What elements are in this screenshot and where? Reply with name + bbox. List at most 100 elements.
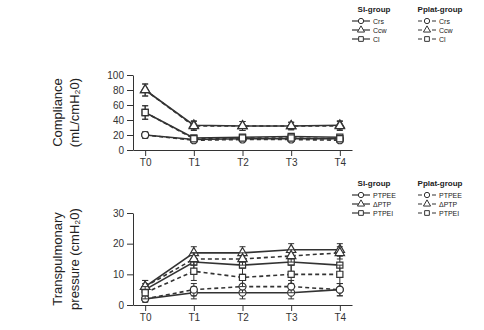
series-marker	[239, 135, 246, 142]
error-bar	[337, 265, 343, 283]
error-bar-cap	[142, 286, 148, 287]
y-tick-mark	[127, 150, 133, 151]
plot-area	[140, 84, 344, 144]
y-tick-label: 100	[107, 70, 124, 81]
error-bar-cap	[142, 119, 148, 120]
error-bar-cap	[337, 130, 343, 131]
series-marker	[140, 85, 149, 93]
error-bar-cap	[142, 105, 148, 106]
error-bar-cap	[240, 265, 246, 266]
legend-item: PTPEE	[352, 192, 396, 199]
legend-item: Cl	[418, 36, 446, 43]
series-marker	[239, 134, 245, 140]
error-bar	[240, 136, 246, 141]
x-tick-mark	[243, 150, 244, 156]
x-tick-mark	[194, 305, 195, 311]
legend-label: Cl	[373, 36, 380, 43]
series-marker	[336, 135, 343, 142]
legend-label: Ccw	[439, 27, 454, 34]
x-tick-mark	[291, 305, 292, 311]
error-bar-cap	[288, 262, 294, 263]
series-marker	[142, 109, 148, 115]
error-bar	[191, 284, 197, 296]
y-tick-label: 20	[113, 130, 125, 141]
y-tick-label: 10	[113, 269, 125, 280]
panel: 020406080100T0T1T2T3T4Compliance(mL/cmH₂…	[50, 5, 463, 168]
x-tick-label: T3	[286, 312, 298, 323]
series-marker	[189, 121, 198, 129]
x-tick-label: T3	[286, 157, 298, 168]
x-tick: T3	[286, 305, 298, 323]
error-bar-cap	[142, 105, 148, 106]
error-bar	[142, 132, 148, 138]
legend-marker	[358, 192, 363, 197]
y-tick-label: 80	[113, 85, 125, 96]
series-marker	[288, 283, 295, 290]
legend-group-title: SI-group	[358, 179, 391, 188]
error-bar-cap	[337, 283, 343, 284]
error-bar	[288, 265, 294, 283]
x-tick: T2	[237, 305, 249, 323]
error-bar-cap	[191, 283, 197, 284]
error-bar-cap	[288, 292, 294, 293]
x-tick-mark	[145, 305, 146, 311]
legend-item: Crs	[352, 18, 384, 25]
legend-label: PTPEE	[439, 192, 462, 199]
error-bar-cap	[240, 268, 246, 269]
series-marker	[238, 121, 247, 129]
x-tick-mark	[291, 150, 292, 156]
series-marker	[142, 132, 149, 139]
x-tick: T4	[334, 305, 346, 323]
legend-label: ΔPTP	[439, 201, 458, 208]
y-tick-mark	[127, 120, 133, 121]
error-bar	[191, 262, 197, 280]
error-bar-cap	[288, 129, 294, 130]
x-tick-mark	[340, 305, 341, 311]
series-marker	[189, 254, 198, 262]
series-marker	[190, 286, 197, 293]
legend-marker	[425, 211, 430, 216]
error-bar-cap	[240, 292, 246, 293]
series-marker	[190, 136, 197, 143]
error-bar-cap	[191, 130, 197, 131]
y-tick-mark	[127, 274, 133, 275]
x-axis: T0T1T2T3T4	[134, 150, 353, 168]
y-tick: 0	[118, 300, 133, 311]
series-marker	[239, 274, 245, 280]
error-bar-cap	[142, 96, 148, 97]
series-marker	[335, 120, 344, 128]
y-tick: 80	[113, 85, 133, 96]
error-bar-cap	[191, 295, 197, 296]
y-tick-mark	[127, 305, 133, 306]
x-tick: T4	[334, 150, 346, 168]
series-marker	[142, 290, 148, 296]
y-tick-label: 0	[118, 300, 124, 311]
error-bar-cap	[337, 295, 343, 296]
y-tick-mark	[127, 135, 133, 136]
series-marker	[239, 135, 245, 141]
x-axis: T0T1T2T3T4	[134, 305, 353, 323]
series-marker	[142, 109, 148, 115]
y-tick: 10	[113, 269, 133, 280]
error-bar-cap	[288, 298, 294, 299]
y-tick-mark	[127, 75, 133, 76]
series-marker	[286, 251, 295, 259]
series-marker	[142, 132, 149, 139]
series-marker	[286, 121, 295, 129]
legend-label: PTPEI	[373, 210, 393, 217]
y-tick: 30	[113, 208, 133, 219]
legend-item: PTPEE	[418, 192, 462, 199]
error-bar	[240, 268, 246, 286]
y-tick-mark	[127, 213, 133, 214]
y-tick-label: 20	[113, 238, 125, 249]
error-bar	[337, 284, 343, 296]
series-marker	[288, 135, 294, 141]
x-tick: T3	[286, 150, 298, 168]
legend-label: Crs	[439, 18, 450, 25]
legend-item: ΔPTP	[352, 200, 392, 208]
y-tick: 0	[118, 145, 133, 156]
series-marker	[191, 136, 197, 142]
legend-marker	[425, 37, 430, 42]
error-bar	[337, 137, 343, 142]
x-tick-mark	[194, 150, 195, 156]
